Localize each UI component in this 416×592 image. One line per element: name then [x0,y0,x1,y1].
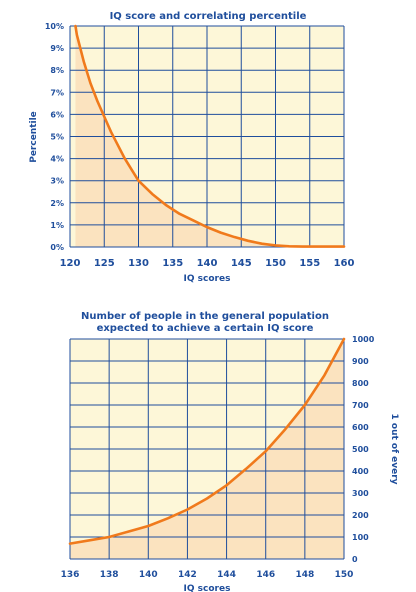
y-tick-label: 100 [352,533,369,542]
y-tick-label: 3% [50,177,64,186]
chart-title-line-1: Number of people in the general populati… [81,311,329,322]
y-tick-label: 10% [45,22,64,31]
x-tick-label: 138 [100,570,119,580]
x-axis-label: IQ scores [184,584,231,592]
x-tick-label: 136 [61,570,80,580]
x-axis-label: IQ scores [184,274,231,284]
x-tick-label: 125 [94,258,115,269]
x-tick-label: 135 [162,258,183,269]
y-tick-label: 400 [352,467,369,476]
x-tick-label: 130 [128,258,149,269]
y-tick-label: 8% [50,66,64,75]
x-tick-label: 150 [335,570,354,580]
x-tick-label: 120 [60,258,81,269]
y-tick-label: 700 [352,401,369,410]
y-tick-label: 5% [50,133,64,142]
x-tick-label: 146 [256,570,275,580]
chart-iq-population: Number of people in the general populati… [61,311,399,592]
x-tick-label: 140 [139,570,158,580]
y-tick-label: 600 [352,423,369,432]
x-tick-label: 150 [265,258,286,269]
x-tick-label: 140 [197,258,218,269]
x-tick-label: 155 [299,258,320,269]
y-tick-label: 4% [50,155,64,164]
y-tick-label: 7% [50,88,64,97]
y-tick-label: 6% [50,110,64,119]
x-tick-label: 160 [334,258,355,269]
y-tick-label: 0% [50,243,64,252]
y-tick-label: 200 [352,511,369,520]
y-tick-label: 2% [50,199,64,208]
y-axis-label: 1 out of every [389,413,399,484]
x-tick-label: 148 [295,570,314,580]
y-tick-label: 900 [352,357,369,366]
x-tick-label: 144 [217,570,236,580]
x-tick-label: 142 [178,570,197,580]
series-line [74,24,346,248]
y-tick-label: 500 [352,445,369,454]
y-tick-label: 300 [352,489,369,498]
area-under-curve [70,339,344,559]
y-axis-label: Percentile [29,111,39,163]
y-tick-label: 800 [352,379,369,388]
x-tick-label: 145 [231,258,252,269]
y-tick-label: 1% [50,221,64,230]
area-under-curve [75,26,344,247]
chart-title: IQ score and correlating percentile [110,11,307,22]
y-tick-label: 9% [50,44,64,53]
chart-iq-percentile: IQ score and correlating percentile 120 12… [29,11,354,284]
y-tick-label: 0 [352,555,358,564]
y-tick-label: 1000 [352,335,375,344]
chart-title-line-2: expected to achieve a certain IQ score [97,323,314,334]
